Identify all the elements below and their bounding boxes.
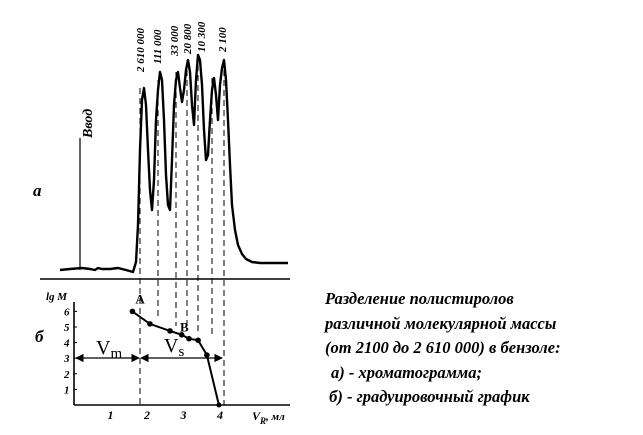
y-axis-label: lg M bbox=[46, 291, 68, 303]
inject-label: Ввод bbox=[81, 109, 96, 139]
peak-label: 2 610 000 bbox=[135, 28, 147, 74]
point-a-label: A bbox=[135, 291, 145, 306]
peak-label-group: 2 610 000 111 000 33 000 20 800 10 300 2… bbox=[135, 21, 229, 73]
peak-label: 33 000 bbox=[169, 25, 181, 57]
panel-b-label: б bbox=[35, 327, 45, 346]
y-tick-label: 4 bbox=[63, 338, 70, 350]
peak-label: 10 300 bbox=[196, 21, 208, 52]
x-axis-label: VR, мл bbox=[252, 409, 285, 426]
calibration-point bbox=[186, 335, 192, 342]
calibration-panel: б lg M VR, мл 6 5 4 3 2 1 1 2 3 4 Vm Vs A B bbox=[35, 291, 290, 426]
caption-line: Разделение полистиролов bbox=[325, 289, 514, 308]
calibration-points bbox=[129, 308, 222, 408]
calibration-point bbox=[167, 328, 173, 334]
y-tick-label: 6 bbox=[64, 306, 70, 318]
caption-line: различной молекулярной массы bbox=[325, 313, 557, 333]
caption-line: (от 2100 до 2 610 000) в бензоле: bbox=[325, 338, 561, 357]
x-tick-labels: 1 2 3 4 bbox=[108, 408, 224, 422]
peak-label: 2 100 bbox=[217, 27, 229, 53]
peak-label: 20 800 bbox=[182, 23, 194, 55]
calibration-point bbox=[178, 332, 185, 338]
calibration-point bbox=[216, 402, 222, 408]
calibration-point bbox=[195, 337, 201, 344]
caption-line: б) - градуировочный график bbox=[325, 387, 530, 406]
chromatogram-panel: а Ввод 2 610 000 111 000 33 000 20 800 1… bbox=[33, 21, 290, 280]
peak-guide-lines bbox=[139, 55, 225, 405]
x-tick-label: 2 bbox=[143, 408, 150, 422]
peak-label: 111 000 bbox=[152, 29, 164, 64]
y-tick-label: 5 bbox=[64, 322, 70, 334]
point-b-label: B bbox=[180, 320, 189, 335]
x-tick-label: 3 bbox=[180, 408, 187, 422]
chromatogram-trace bbox=[59, 53, 288, 274]
vs-label: Vs bbox=[164, 335, 184, 360]
calibration-curve bbox=[131, 310, 220, 406]
vm-label: Vm bbox=[96, 337, 122, 362]
y-tick-label: 2 bbox=[63, 369, 70, 381]
y-tick-label: 1 bbox=[64, 384, 70, 396]
caption-line: а) - хроматограмма; bbox=[331, 362, 482, 382]
x-tick-label: 1 bbox=[108, 408, 114, 422]
x-tick-label: 4 bbox=[216, 408, 223, 422]
calibration-point bbox=[147, 321, 153, 327]
calibration-point bbox=[129, 308, 136, 315]
figure-caption: Разделение полистиролов различной молеку… bbox=[325, 287, 637, 410]
y-tick-label: 3 bbox=[63, 353, 70, 365]
calibration-point bbox=[204, 352, 210, 358]
y-tick-labels: 6 5 4 3 2 1 bbox=[63, 306, 77, 396]
panel-a-label: а bbox=[33, 181, 42, 200]
